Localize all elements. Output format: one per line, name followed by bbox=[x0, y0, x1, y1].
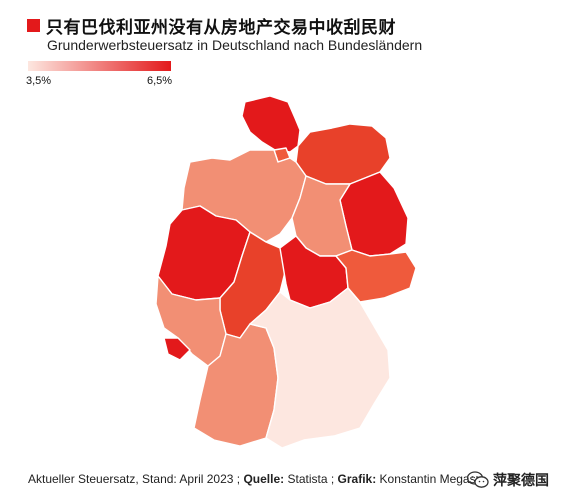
legend-max-label: 6,5% bbox=[147, 75, 173, 87]
title-row: 只有巴伐利亚州没有从房地产交易中收刮民财 bbox=[27, 13, 396, 38]
germany-map bbox=[155, 95, 417, 449]
footer-prefix: Aktueller Steuersatz, Stand: April 2023 … bbox=[28, 472, 244, 486]
footer-source-label: Quelle: bbox=[243, 472, 285, 486]
footer-source-value: Statista ; bbox=[284, 472, 338, 486]
page-subtitle: Grunderwerbsteuersatz in Deutschland nac… bbox=[47, 37, 423, 53]
watermark: 萍聚德国 bbox=[467, 470, 549, 490]
legend-gradient-bar bbox=[28, 61, 171, 71]
state-schleswig-holstein bbox=[241, 95, 301, 153]
title-marker bbox=[27, 19, 40, 32]
state-saarland bbox=[163, 337, 191, 361]
footer-credits: Aktueller Steuersatz, Stand: April 2023 … bbox=[28, 472, 476, 486]
legend-min-label: 3,5% bbox=[26, 75, 52, 87]
state-bayern bbox=[249, 287, 391, 449]
watermark-text: 萍聚德国 bbox=[493, 473, 549, 489]
wechat-icon bbox=[467, 471, 489, 488]
page-title: 只有巴伐利亚州没有从房地产交易中收刮民财 bbox=[46, 18, 396, 38]
footer-credit-value: Konstantin Megas bbox=[376, 472, 476, 486]
state-sachsen bbox=[335, 249, 417, 303]
footer-credit-label: Grafik: bbox=[337, 472, 377, 486]
